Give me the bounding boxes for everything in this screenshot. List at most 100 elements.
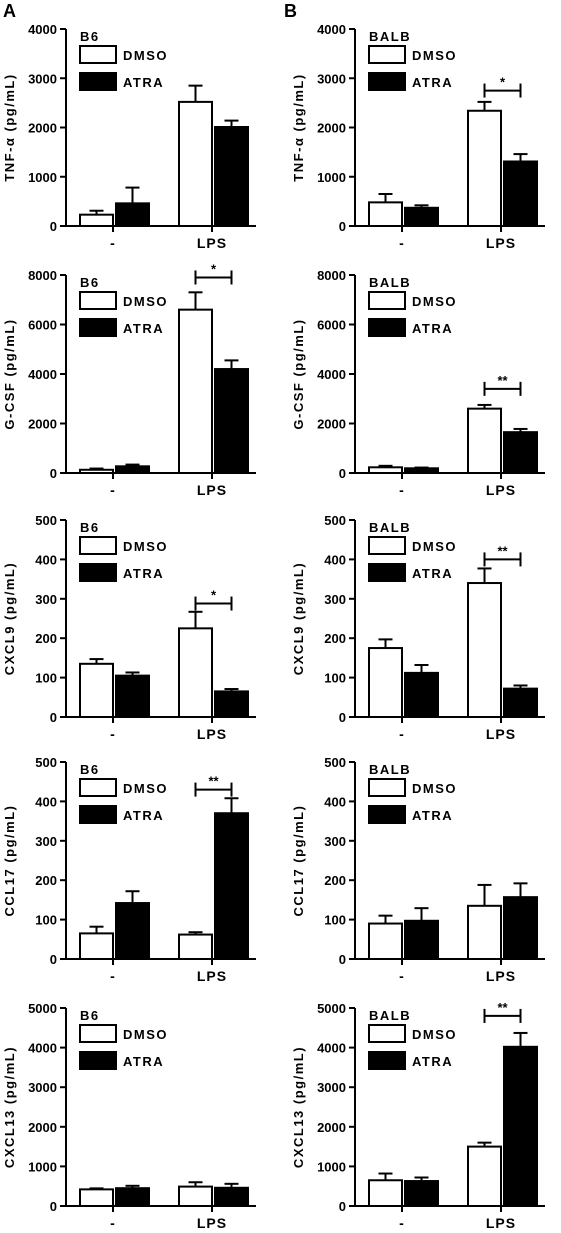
y-axis-label: CXCL13 (pg/mL) <box>2 1046 17 1168</box>
y-tick-label: 2000 <box>28 121 57 136</box>
x-tick-label: - <box>399 968 405 984</box>
y-tick-label: 4000 <box>28 22 57 37</box>
legend-label-atra: ATRA <box>123 75 164 90</box>
x-tick-label: - <box>110 968 116 984</box>
y-tick-label: 200 <box>35 873 57 888</box>
legend-label-dmso: DMSO <box>123 294 168 309</box>
bar-dmso-control <box>368 201 403 227</box>
legend-label-atra: ATRA <box>412 321 453 336</box>
y-tick-label: 2000 <box>28 417 57 432</box>
legend-label-dmso: DMSO <box>123 1027 168 1042</box>
y-tick-label: 4000 <box>28 1041 57 1056</box>
y-tick-label: 2000 <box>28 1120 57 1135</box>
x-tick-label: - <box>110 726 116 742</box>
y-tick-label: 0 <box>50 466 57 481</box>
legend-swatch-dmso <box>79 536 117 555</box>
strain-label: B6 <box>80 1008 100 1023</box>
bar-dmso-control <box>368 466 403 474</box>
chart-6: 0 100 200 300 400 500 - LPS CCL17 (pg/mL) B6 DMSO A… <box>2 755 256 984</box>
legend-swatch-dmso <box>79 45 117 64</box>
bar-atra-lps <box>214 126 249 227</box>
legend-label-atra: ATRA <box>412 1054 453 1069</box>
chart-8: 0 1000 2000 3000 4000 5000 - LPS CXCL13 (pg/mL) B… <box>2 1001 256 1231</box>
legend-label-dmso: DMSO <box>123 781 168 796</box>
bar-atra-lps <box>214 1186 249 1208</box>
legend-label-dmso: DMSO <box>412 294 457 309</box>
x-tick-label: LPS <box>197 1215 227 1228</box>
significance-label: ** <box>497 1000 508 1015</box>
bar-atra-lps <box>214 690 249 719</box>
legend-swatch-atra <box>368 563 406 582</box>
legend-swatch-atra <box>368 805 406 824</box>
strain-label: B6 <box>80 29 100 44</box>
y-tick-label: 2000 <box>317 121 346 136</box>
x-tick-label: LPS <box>197 482 227 498</box>
significance-label: ** <box>497 373 508 388</box>
y-tick-label: 1000 <box>317 1159 346 1174</box>
y-tick-label: 500 <box>324 755 346 770</box>
x-tick-label: - <box>399 1215 405 1228</box>
legend-swatch-dmso <box>368 45 406 64</box>
x-tick-label: LPS <box>197 968 227 984</box>
bar-dmso-control <box>79 1188 114 1208</box>
bar-atra-control <box>404 919 439 960</box>
bar-atra-lps <box>503 160 538 227</box>
y-axis-label: CCL17 (pg/mL) <box>2 805 17 917</box>
legend-label-dmso: DMSO <box>412 1027 457 1042</box>
significance-label: ** <box>497 543 508 558</box>
y-tick-label: 6000 <box>317 318 346 333</box>
strain-label: BALB <box>369 29 411 44</box>
chart-5: 0 100 200 300 400 500 - LPS CXCL9 (pg/mL) BALBDMS… <box>291 513 545 742</box>
significance-label: ** <box>208 774 219 789</box>
legend-swatch-atra <box>368 1051 406 1070</box>
x-tick-label: - <box>110 1215 116 1228</box>
y-tick-label: 1000 <box>317 170 346 185</box>
y-tick-label: 2000 <box>317 417 346 432</box>
chart-7: 0 100 200 300 400 500 - LPS CCL17 (pg/mL) BALBDMS… <box>291 755 545 984</box>
y-tick-label: 0 <box>50 710 57 725</box>
y-tick-label: 300 <box>35 592 57 607</box>
y-tick-label: 100 <box>35 671 57 686</box>
y-tick-label: 0 <box>339 219 346 234</box>
bar-atra-control <box>115 465 150 475</box>
y-tick-label: 0 <box>50 952 57 967</box>
legend-swatch-dmso <box>79 291 117 310</box>
x-tick-label: - <box>110 482 116 498</box>
y-axis-label: CXCL9 (pg/mL) <box>291 562 306 675</box>
y-tick-label: 1000 <box>28 1159 57 1174</box>
x-tick-label: - <box>399 235 405 251</box>
x-tick-label: - <box>399 482 405 498</box>
x-tick-label: LPS <box>197 235 227 251</box>
x-tick-label: LPS <box>486 968 516 984</box>
y-tick-label: 2000 <box>317 1120 346 1135</box>
bar-dmso-lps <box>467 582 502 718</box>
y-tick-label: 5000 <box>317 1001 346 1016</box>
bar-atra-control <box>115 902 150 960</box>
legend-swatch-atra <box>79 1051 117 1070</box>
y-tick-label: 3000 <box>28 71 57 86</box>
y-tick-label: 0 <box>50 1199 57 1214</box>
bar-dmso-lps <box>467 904 502 960</box>
legend-swatch-dmso <box>368 536 406 555</box>
strain-label: B6 <box>80 520 100 535</box>
legend-swatch-atra <box>368 318 406 337</box>
x-tick-label: LPS <box>197 726 227 742</box>
bar-atra-control <box>404 1180 439 1208</box>
bar-dmso-lps <box>467 109 502 227</box>
y-axis-label: G-CSF (pg/mL) <box>2 318 17 429</box>
y-tick-label: 400 <box>324 552 346 567</box>
bar-atra-control <box>115 1187 150 1208</box>
strain-label: B6 <box>80 275 100 290</box>
bar-dmso-lps <box>178 1185 213 1207</box>
bar-dmso-lps <box>467 407 502 474</box>
bar-atra-lps <box>503 431 538 475</box>
legend-label-atra: ATRA <box>412 566 453 581</box>
bar-atra-control <box>404 467 439 474</box>
bar-atra-lps <box>214 368 249 474</box>
bar-dmso-lps <box>178 100 213 227</box>
y-tick-label: 4000 <box>317 1041 346 1056</box>
legend-label-atra: ATRA <box>412 808 453 823</box>
y-tick-label: 400 <box>35 794 57 809</box>
